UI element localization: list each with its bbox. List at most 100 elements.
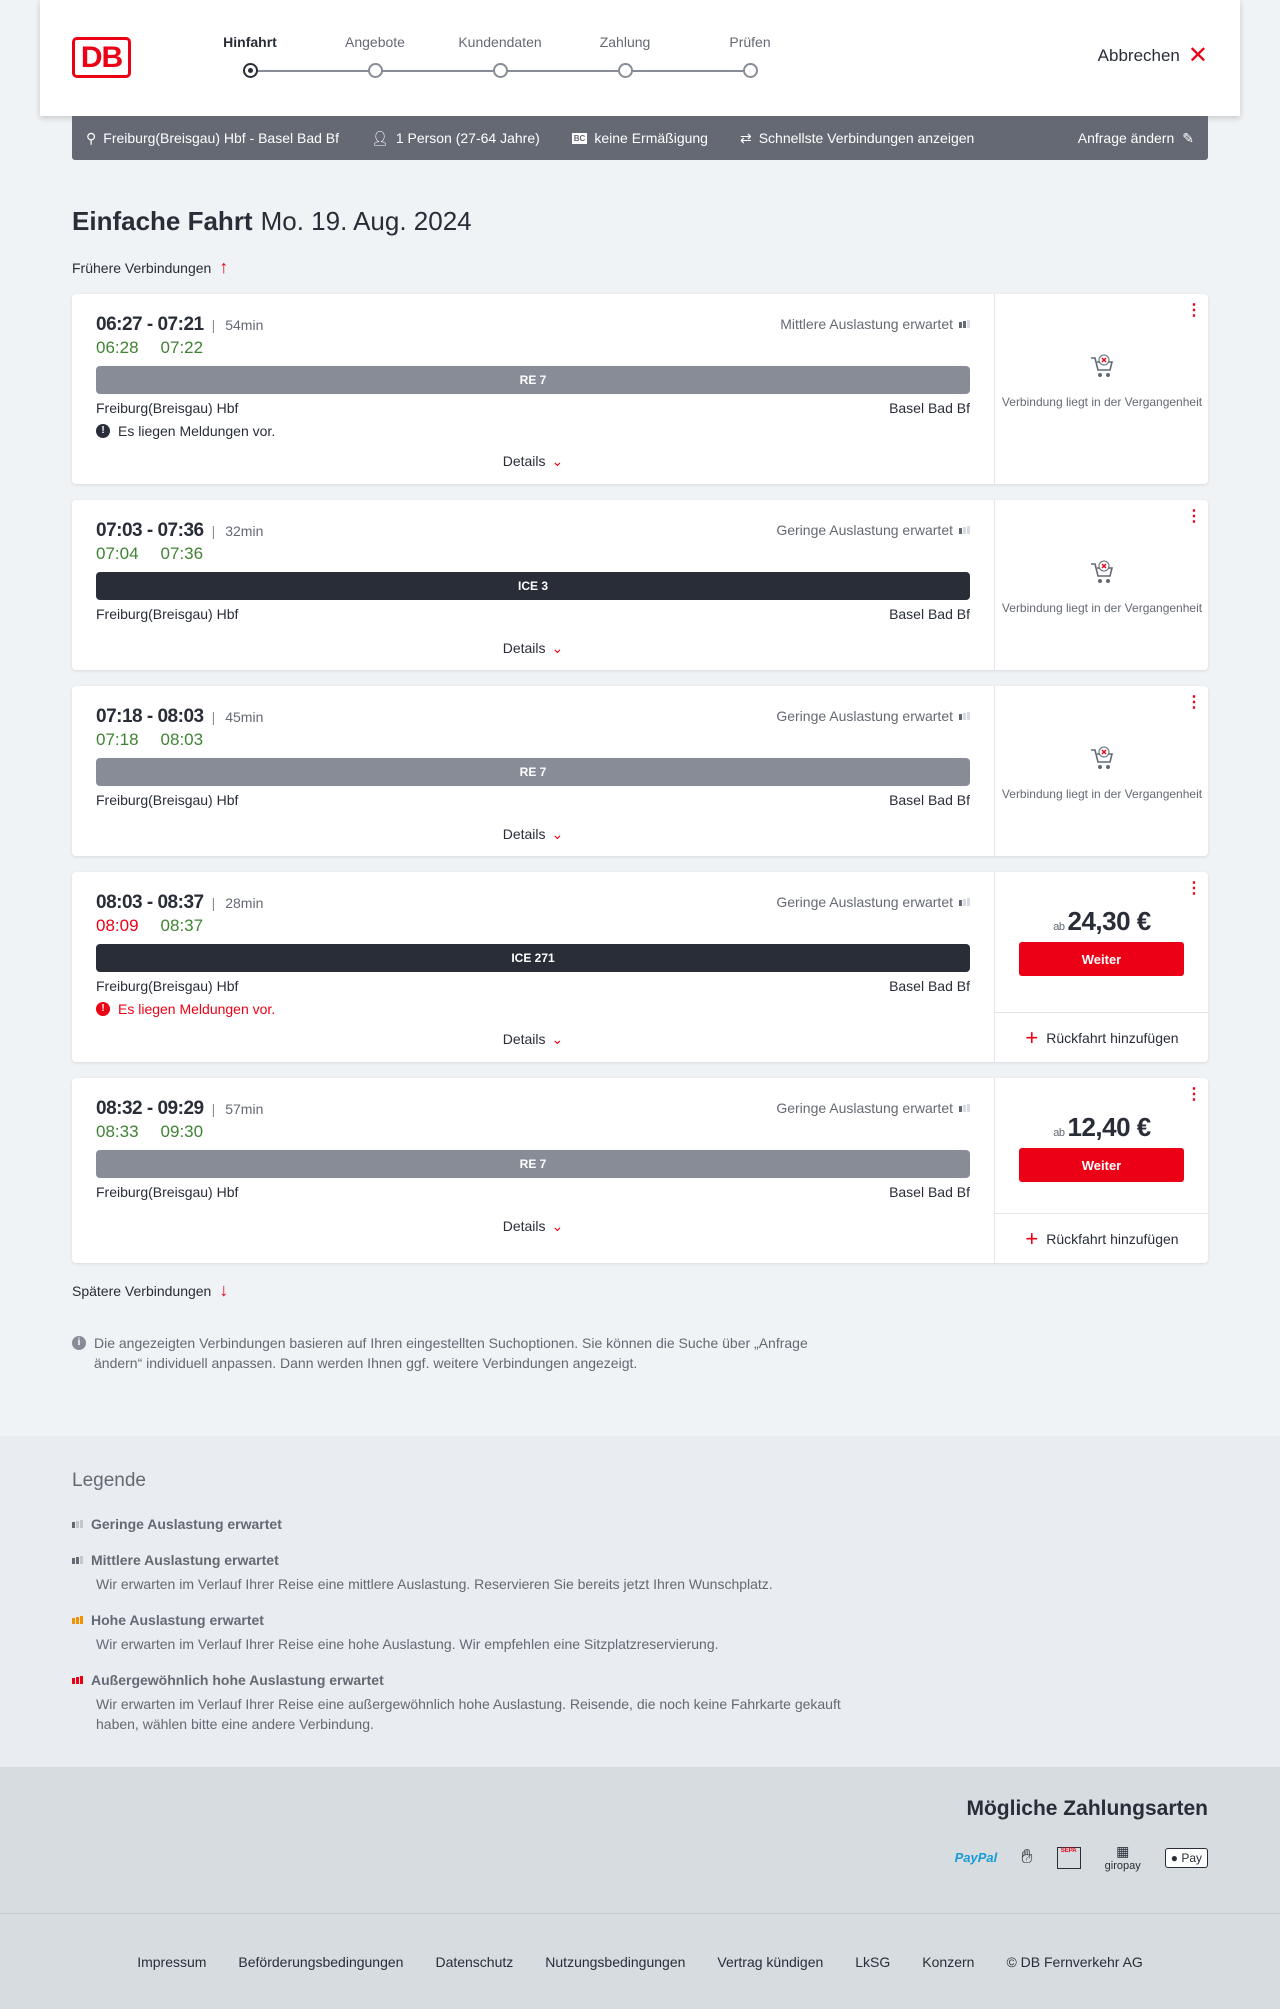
legend-item-title: Mittlere Auslastung erwartet: [72, 1552, 856, 1568]
connection-main: 06:27 - 07:21 54min 06:28 07:22 Mittlere Aus…: [96, 294, 970, 484]
details-toggle[interactable]: Details ⌄: [96, 826, 970, 843]
details-toggle[interactable]: Details ⌄: [96, 1031, 970, 1048]
footer-link[interactable]: Datenschutz: [435, 1953, 514, 1970]
footer-link[interactable]: Impressum: [137, 1953, 207, 1970]
past-connection-info: Verbindung liegt in der Vergangenheit: [995, 558, 1209, 616]
duration: 57min: [212, 1101, 264, 1117]
realtime-departure: 07:18: [96, 730, 139, 749]
details-toggle[interactable]: Details ⌄: [96, 453, 970, 470]
realtime-departure: 08:09: [96, 916, 139, 935]
apple-icon: ●: [1170, 1850, 1178, 1865]
cart-unavailable-icon: [1091, 746, 1114, 769]
price-prefix: ab: [1053, 1127, 1065, 1139]
footer-link[interactable]: LkSG: [855, 1953, 891, 1970]
details-label: Details: [502, 826, 546, 842]
footer-link[interactable]: Konzern: [922, 1953, 975, 1970]
footer-link[interactable]: © DB Fernverkehr AG: [1006, 1953, 1143, 1970]
load-level-icon: [72, 1616, 83, 1624]
earlier-label: Frühere Verbindungen: [72, 259, 212, 276]
plus-icon: +: [1025, 1225, 1039, 1251]
apple-pay-text: Pay: [1177, 1850, 1202, 1865]
later-connections-link[interactable]: Spätere Verbindungen ↓: [72, 1280, 228, 1301]
connection-card[interactable]: 06:27 - 07:21 54min 06:28 07:22 Mittlere Aus…: [72, 294, 1208, 484]
progress-steps: Hinfahrt Angebote Kundendaten Zahlung Pr…: [190, 34, 771, 84]
connection-card[interactable]: 08:32 - 09:29 57min 08:33 09:30 Geringe Ausl…: [72, 1078, 1209, 1263]
edit-request-button[interactable]: Anfrage ändern ✎: [1078, 130, 1194, 147]
details-toggle[interactable]: Details ⌄: [96, 640, 970, 657]
load-level-icon: [72, 1520, 83, 1528]
close-icon: ✕: [1187, 42, 1208, 69]
departure-station: Freiburg(Breisgau) Hbf: [96, 978, 239, 994]
chevron-down-icon: ⌄: [551, 640, 564, 656]
past-connection-info: Verbindung liegt in der Vergangenheit: [995, 352, 1209, 410]
price-value: 12,40 €: [1067, 1112, 1152, 1142]
cancel-button[interactable]: Abbrechen ✕: [1098, 42, 1208, 69]
arrow-up-icon: ↑: [219, 257, 229, 277]
realtime-arrival: 09:30: [160, 1122, 204, 1141]
departure-station: Freiburg(Breisgau) Hbf: [96, 606, 239, 622]
continue-button[interactable]: Weiter: [1019, 942, 1184, 976]
duration: 54min: [212, 317, 264, 333]
add-return-button[interactable]: + Rückfahrt hinzufügen: [995, 1012, 1209, 1062]
connection-card[interactable]: 07:18 - 08:03 45min 07:18 08:03 Geringe Ausl…: [72, 686, 1208, 856]
step-dot: [743, 63, 758, 78]
time-range: 07:18 - 08:03: [96, 706, 204, 727]
continue-button[interactable]: Weiter: [1019, 1148, 1184, 1182]
price: ab 24,30 €: [995, 906, 1209, 937]
connection-card[interactable]: 08:03 - 08:37 28min 08:09 08:37 Geringe Ausl…: [72, 872, 1209, 1062]
more-options-icon[interactable]: ⋮: [1186, 1086, 1202, 1103]
notice-text: Es liegen Meldungen vor.: [118, 423, 276, 439]
price-value: 24,30 €: [1067, 906, 1152, 936]
step-dot: [368, 63, 383, 78]
fastest-option: ⇄ Schnellste Verbindungen anzeigen: [740, 130, 974, 147]
more-options-icon[interactable]: ⋮: [1186, 302, 1202, 319]
footer-link[interactable]: Nutzungsbedingungen: [545, 1953, 686, 1970]
giropay-logo: ▦ giropay: [1105, 1843, 1141, 1872]
passenger-info: 👤︎ 1 Person (27-64 Jahre): [371, 130, 540, 147]
offer-panel: ⋮ Verbindung liegt in der Vergangenheit: [994, 294, 1208, 484]
add-return-button[interactable]: + Rückfahrt hinzufügen: [995, 1213, 1209, 1263]
legend-item: Geringe Auslastung erwartet: [72, 1516, 282, 1532]
past-text: Verbindung liegt in der Vergangenheit: [1001, 787, 1203, 801]
more-options-icon[interactable]: ⋮: [1186, 694, 1202, 711]
details-label: Details: [502, 1218, 546, 1234]
train-bar: RE 7: [96, 366, 970, 394]
occupancy-info: Mittlere Auslastung erwartet: [780, 316, 970, 332]
footer: Impressum Beförderungsbedingungen Datensch…: [0, 1913, 1280, 2009]
footer-link[interactable]: Vertrag kündigen: [717, 1953, 824, 1970]
details-label: Details: [502, 453, 546, 469]
person-icon: 👤︎: [371, 129, 389, 146]
db-logo[interactable]: DB: [72, 37, 131, 78]
more-options-icon[interactable]: ⋮: [1186, 508, 1202, 525]
trip-type: Einfache Fahrt: [72, 206, 253, 236]
legend-title-text: Hohe Auslastung erwartet: [91, 1612, 264, 1628]
planned-times: 08:03 - 08:37 28min: [96, 892, 263, 914]
step-pruefen: Prüfen: [690, 34, 810, 78]
footer-link[interactable]: Beförderungsbedingungen: [238, 1953, 404, 1970]
connection-card[interactable]: 07:03 - 07:36 32min 07:04 07:36 Geringe Ausl…: [72, 500, 1208, 670]
planned-times: 07:03 - 07:36 32min: [96, 520, 263, 542]
details-toggle[interactable]: Details ⌄: [96, 1218, 970, 1235]
price-prefix: ab: [1053, 921, 1065, 933]
step-dot: [493, 63, 508, 78]
realtime-departure: 06:28: [96, 338, 139, 357]
paypal-logo: PayPal: [955, 1850, 998, 1865]
legend-description: Wir erwarten im Verlauf Ihrer Reise eine…: [96, 1576, 773, 1592]
connection-main: 08:32 - 09:29 57min 08:33 09:30 Geringe Ausl…: [96, 1078, 970, 1263]
realtime-arrival: 07:36: [160, 544, 204, 563]
connection-main: 08:03 - 08:37 28min 08:09 08:37 Geringe Ausl…: [96, 872, 970, 1062]
giropay-tower-icon: ▦: [1116, 1843, 1130, 1859]
load-level-icon: [959, 898, 970, 906]
sepa-logo: SEPA: [1056, 1846, 1081, 1869]
legend-item: Mittlere Auslastung erwartet Wir erwarten…: [72, 1552, 856, 1594]
payment-section: Mögliche Zahlungsarten PayPal ✋︎ SEPA ▦ g…: [0, 1767, 1280, 1913]
legend-item: Außergewöhnlich hohe Auslastung erwartet…: [72, 1672, 856, 1734]
step-label: Hinfahrt: [223, 34, 277, 50]
more-options-icon[interactable]: ⋮: [1186, 880, 1202, 897]
step-angebote: Angebote: [315, 34, 435, 78]
swap-icon: ⇄: [739, 129, 752, 146]
past-text: Verbindung liegt in der Vergangenheit: [1001, 395, 1203, 409]
departure-station: Freiburg(Breisgau) Hbf: [96, 1184, 239, 1200]
earlier-connections-link[interactable]: Frühere Verbindungen ↑: [72, 257, 228, 278]
time-range: 08:03 - 08:37: [96, 892, 204, 913]
